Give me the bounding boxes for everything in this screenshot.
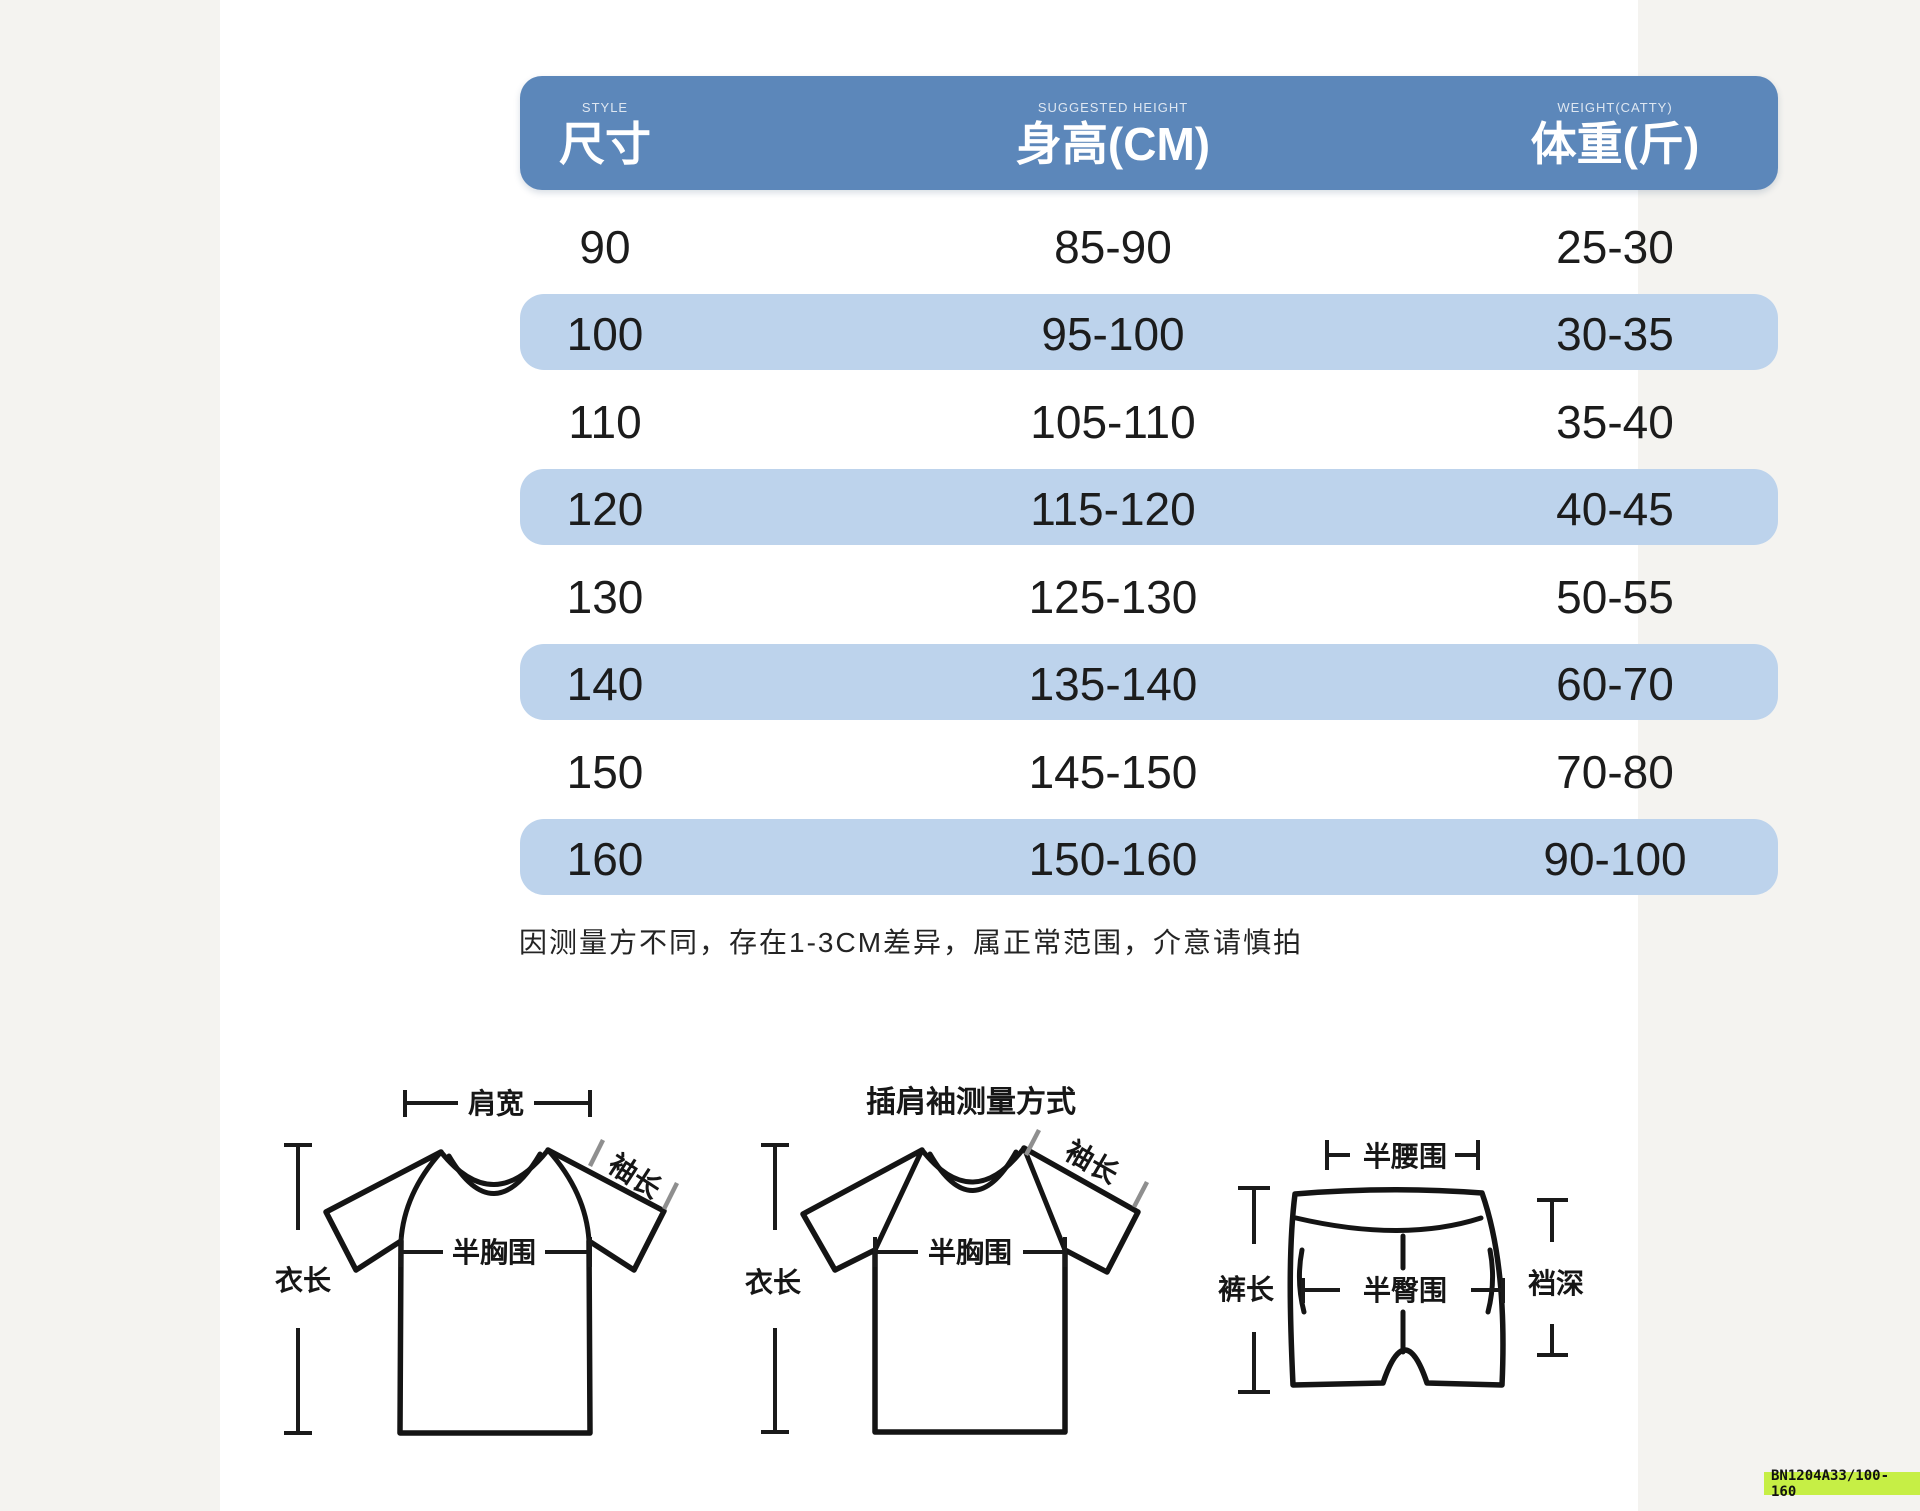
armhole-left (398, 1149, 444, 1244)
half-hip-label: 半臀围 (1363, 1275, 1447, 1306)
table-row: 130 125-130 50-55 (520, 553, 1778, 641)
column-title: 身高(CM) (1015, 117, 1211, 170)
weight-cell: 60-70 (1556, 658, 1674, 711)
size-cell: 100 (566, 308, 644, 361)
height-cell: 85-90 (1054, 220, 1172, 273)
pocket-right (1485, 1247, 1496, 1315)
size-cell: 150 (566, 745, 644, 798)
measurement-note: 因测量方不同，存在1-3CM差异，属正常范围，介意请慎拍 (519, 927, 1304, 958)
weight-cell: 50-55 (1556, 570, 1674, 623)
size-cell: 90 (579, 220, 631, 273)
table-row: 100 95-100 30-35 (520, 291, 1778, 379)
table-body: 90 85-90 25-30 100 95-100 30-35 110 105-… (520, 203, 1778, 903)
column-header-weight: WEIGHT(CATTY) 体重(斤) (1445, 76, 1785, 190)
table-row: 110 105-110 35-40 (520, 378, 1778, 466)
raglan-diagram-title: 插肩袖测量方式 (866, 1085, 1076, 1119)
height-cell: 115-120 (1030, 483, 1196, 536)
height-cell: 135-140 (1028, 658, 1198, 711)
column-subtitle: STYLE (581, 99, 629, 115)
raglan-seam-left (872, 1147, 925, 1253)
shoulder-width-label: 肩宽 (468, 1087, 524, 1119)
half-hip-dimension: 半臀围 (1301, 1275, 1505, 1306)
garment-length-dimension: 衣长 (275, 1143, 331, 1435)
half-waist-label: 半腰围 (1363, 1141, 1447, 1172)
table-row: 160 150-160 90-100 (520, 816, 1778, 904)
tshirt-measure-diagram: 肩宽 衣长 袖长 半胸围 (275, 1087, 680, 1436)
pocket-left (1296, 1247, 1307, 1315)
column-subtitle: SUGGESTED HEIGHT (1037, 99, 1189, 115)
waistband-line (1293, 1215, 1484, 1233)
collar-inner (927, 1149, 1019, 1193)
table-row: 90 85-90 25-30 (520, 203, 1778, 291)
pants-length-dimension: 裤长 (1218, 1186, 1274, 1394)
weight-cell: 70-80 (1556, 745, 1674, 798)
column-title: 尺寸 (559, 117, 651, 170)
height-cell: 105-110 (1030, 395, 1196, 448)
half-chest-dimension: 半胸围 (399, 1237, 592, 1268)
column-subtitle: WEIGHT(CATTY) (1557, 99, 1673, 115)
height-cell: 145-150 (1028, 745, 1198, 798)
tshirt-outline (323, 1147, 667, 1436)
column-header-height: SUGGESTED HEIGHT 身高(CM) (943, 76, 1283, 190)
table-row: 120 115-120 40-45 (520, 466, 1778, 554)
weight-cell: 40-45 (1556, 483, 1674, 536)
height-cell: 125-130 (1028, 570, 1198, 623)
raglan-tshirt-measure-diagram: 插肩袖测量方式 衣长 袖长 半胸围 (745, 1085, 1149, 1435)
height-cell: 95-100 (1041, 308, 1185, 361)
garment-length-label: 衣长 (745, 1266, 801, 1298)
height-cell: 150-160 (1028, 833, 1198, 886)
weight-cell: 25-30 (1556, 220, 1674, 273)
half-chest-dimension: 半胸围 (873, 1237, 1067, 1268)
table-header: STYLE 尺寸 SUGGESTED HEIGHT 身高(CM) WEIGHT(… (520, 76, 1778, 190)
size-cell: 120 (566, 483, 644, 536)
shorts-measure-diagram: 半腰围 裤长 裆深 半臀围 (1218, 1140, 1584, 1394)
half-chest-label: 半胸围 (452, 1237, 536, 1268)
weight-cell: 35-40 (1556, 395, 1674, 448)
sku-tag: BN1204A33/100-160 (1764, 1468, 1920, 1500)
column-title: 体重(斤) (1530, 117, 1700, 170)
pants-length-label: 裤长 (1218, 1274, 1274, 1305)
shoulder-width-dimension: 肩宽 (403, 1087, 592, 1119)
weight-cell: 30-35 (1556, 308, 1674, 361)
table-row: 140 135-140 60-70 (520, 641, 1778, 729)
raglan-seam-right (1021, 1145, 1068, 1253)
rise-depth-label: 裆深 (1528, 1268, 1584, 1299)
armhole-right (545, 1147, 592, 1244)
half-chest-label: 半胸围 (928, 1237, 1012, 1268)
size-cell: 130 (566, 570, 644, 623)
table-row: 150 145-150 70-80 (520, 728, 1778, 816)
garment-length-label: 衣长 (275, 1264, 331, 1296)
half-waist-dimension: 半腰围 (1325, 1140, 1480, 1172)
rise-depth-dimension: 裆深 (1528, 1198, 1584, 1357)
garment-length-dimension: 衣长 (745, 1143, 801, 1434)
shorts-outline (1287, 1187, 1506, 1388)
collar-inner (446, 1151, 543, 1196)
weight-cell: 90-100 (1543, 833, 1687, 886)
size-cell: 140 (566, 658, 644, 711)
size-cell: 110 (568, 395, 642, 448)
column-header-size: STYLE 尺寸 (435, 76, 775, 190)
size-cell: 160 (566, 833, 644, 886)
